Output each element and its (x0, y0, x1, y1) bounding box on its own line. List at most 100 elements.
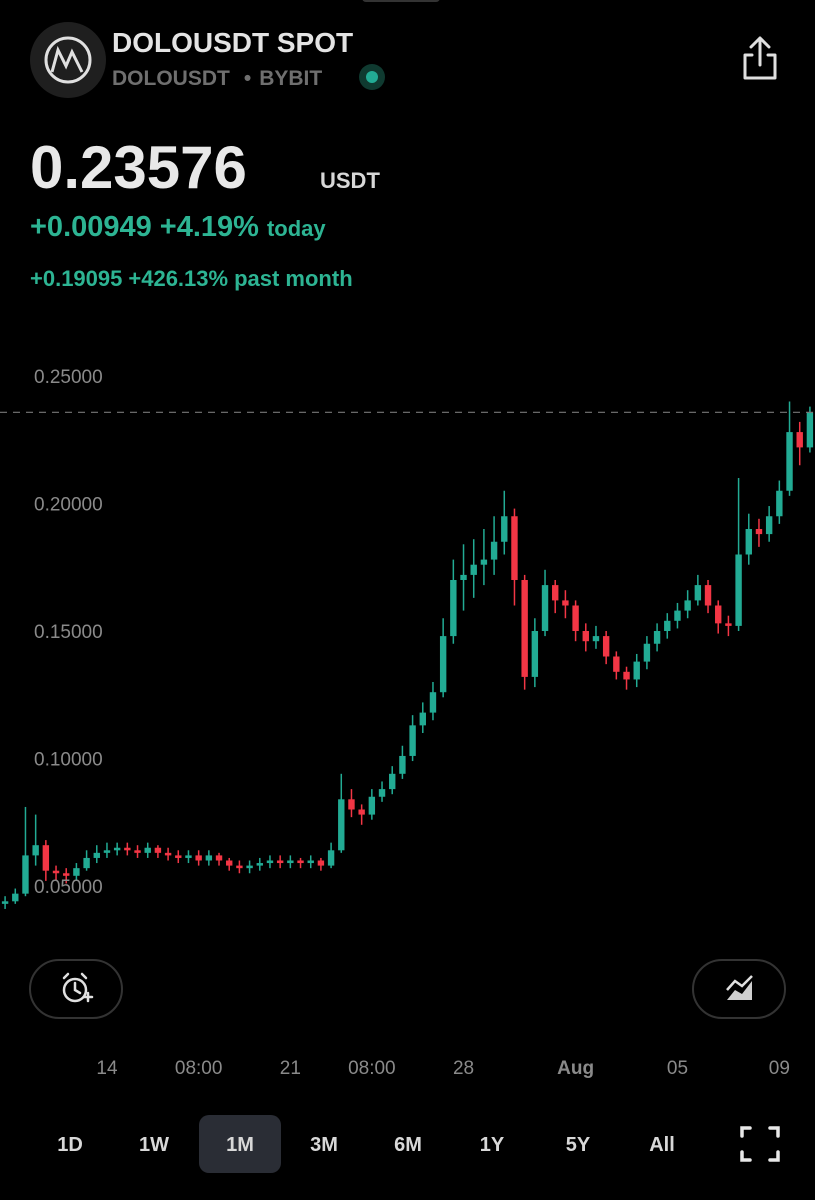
candle-body (368, 796, 376, 815)
symbol-title: DOLOUSDT SPOT (112, 27, 353, 58)
change-label: past month (234, 266, 353, 291)
candle-body (439, 636, 447, 693)
candle-body (338, 799, 345, 851)
candle-body (643, 643, 651, 662)
candle-body (195, 855, 202, 861)
candle-body (52, 870, 60, 874)
candle-body (633, 661, 640, 680)
drag-handle (362, 0, 440, 2)
candle-body (144, 847, 151, 853)
chart-style-button[interactable] (692, 959, 786, 1019)
candle-body (755, 529, 763, 535)
alert-button[interactable] (29, 959, 123, 1019)
candle-body (806, 412, 814, 448)
change-month: +0.19095 +426.13% past month (30, 266, 353, 291)
fullscreen-button[interactable] (740, 1126, 780, 1162)
timeframe-button[interactable]: 6M (394, 1134, 422, 1156)
candle-body (501, 516, 508, 542)
candle-body (378, 789, 386, 797)
timeframe-button[interactable]: 1M (226, 1134, 254, 1156)
candle-body (175, 855, 182, 858)
candle-body (653, 631, 661, 644)
candle-body (562, 600, 569, 606)
timeframe-button[interactable]: 1D (57, 1134, 83, 1156)
symbol: DOLOUSDT (112, 67, 230, 90)
candle-body (409, 725, 416, 756)
x-tick-label: 08:00 (175, 1058, 223, 1079)
x-axis: 14 08:00 21 08:00 28 Aug 05 09 (96, 1058, 790, 1079)
candle-body (552, 585, 559, 601)
candle-body (93, 852, 100, 858)
x-tick-label: 09 (769, 1058, 790, 1079)
symbol-subtitle: DOLOUSDT • BYBIT (112, 67, 322, 90)
candle-body (297, 860, 304, 864)
candle-body (246, 865, 253, 869)
y-tick-label: 0.05000 (34, 877, 103, 898)
candle-body (42, 845, 50, 871)
candle-body (256, 863, 263, 866)
candle-body (185, 855, 192, 858)
candle-body (450, 580, 457, 637)
price-chart: 0.25000 0.20000 0.15000 0.10000 0.05000 (0, 367, 815, 909)
candle-body (113, 847, 121, 851)
candle-body (215, 855, 223, 861)
y-tick-label: 0.20000 (34, 495, 103, 516)
candle-body (745, 529, 752, 555)
candle-body (480, 559, 488, 565)
y-tick-label: 0.10000 (34, 750, 103, 771)
candle-body (307, 860, 314, 864)
x-tick-label: 08:00 (348, 1058, 396, 1079)
candle-body (429, 692, 437, 713)
candle-body (419, 712, 426, 726)
candle-body (715, 605, 722, 624)
candle-body (63, 873, 70, 876)
candle-body (154, 847, 162, 853)
y-tick-label: 0.15000 (34, 622, 103, 643)
selected-timeframe-bg (199, 1115, 281, 1173)
x-tick-label: Aug (557, 1058, 594, 1079)
last-price: 0.23576 (30, 134, 247, 201)
separator: • (244, 67, 251, 90)
candle-body (613, 656, 620, 672)
change-label: today (267, 216, 326, 241)
timeframe-button[interactable]: 1Y (480, 1134, 505, 1156)
candle-body (592, 636, 600, 642)
timeframe-button[interactable]: All (649, 1134, 675, 1156)
change-pct: +4.19% (160, 211, 259, 243)
candle-body (796, 432, 803, 448)
change-pct: +426.13% (128, 266, 228, 291)
candle-body (704, 585, 712, 606)
candle-body (511, 516, 518, 580)
candle-body (572, 605, 579, 631)
status-dot (366, 71, 378, 83)
candle-body (674, 610, 681, 621)
candle-body (164, 852, 172, 856)
candle-body (317, 860, 325, 866)
x-tick-label: 28 (453, 1058, 474, 1079)
candle-body (694, 585, 702, 601)
exchange: BYBIT (259, 67, 322, 90)
candle-body (358, 809, 365, 815)
share-button[interactable] (743, 36, 777, 80)
change-today: +0.00949 +4.19% today (30, 211, 326, 243)
candle-body (103, 850, 111, 853)
candle-body (776, 490, 783, 517)
candle-body (32, 845, 39, 856)
candle-body (124, 847, 131, 851)
change-abs: +0.19095 (30, 266, 122, 291)
candle-body (602, 636, 610, 657)
x-tick-label: 05 (667, 1058, 688, 1079)
x-tick-label: 14 (96, 1058, 118, 1079)
candle-body (327, 850, 335, 866)
timeframe-button[interactable]: 5Y (566, 1134, 591, 1156)
candle-body (389, 773, 396, 790)
change-abs: +0.00949 (30, 211, 152, 243)
candle-body (276, 860, 284, 864)
timeframe-button[interactable]: 3M (310, 1134, 338, 1156)
timeframe-button[interactable]: 1W (139, 1134, 169, 1156)
candle-body (664, 620, 671, 631)
